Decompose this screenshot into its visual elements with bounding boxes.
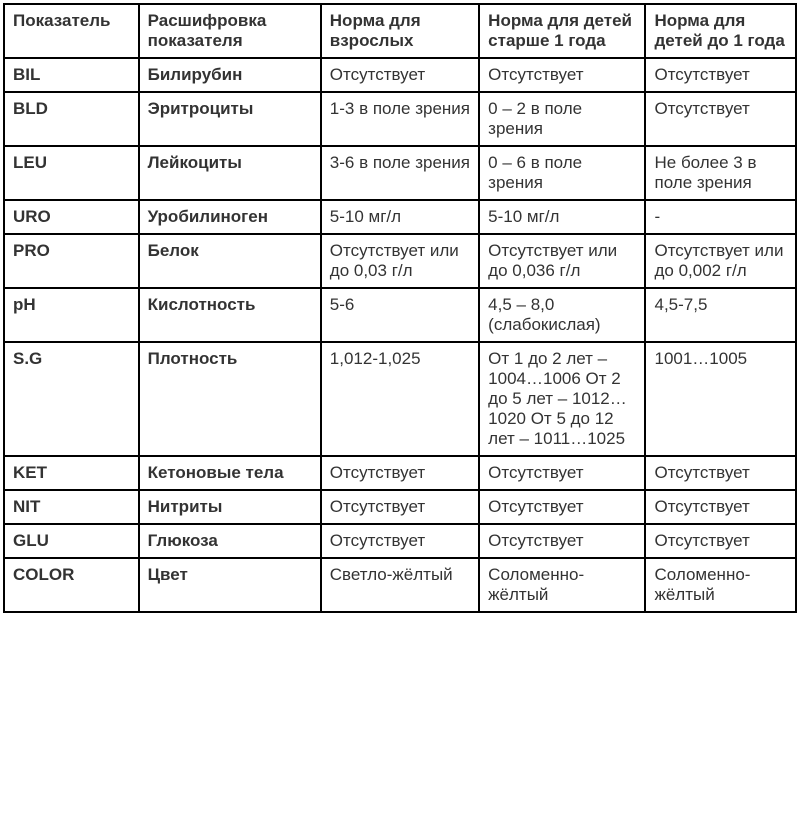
cell-indicator-code: pH: [4, 288, 139, 342]
norms-table: Показатель Расшифровка показателя Норма …: [3, 3, 797, 613]
cell-indicator-name: Глюкоза: [139, 524, 321, 558]
cell-adult-norm: 5-6: [321, 288, 479, 342]
cell-adult-norm: Светло-жёлтый: [321, 558, 479, 612]
cell-child-over-1-norm: Отсутствует: [479, 490, 645, 524]
cell-child-under-1-norm: Отсутствует: [645, 92, 796, 146]
cell-child-over-1-norm: 4,5 – 8,0 (слабокислая): [479, 288, 645, 342]
cell-indicator-code: NIT: [4, 490, 139, 524]
cell-indicator-code: S.G: [4, 342, 139, 456]
cell-adult-norm: 3-6 в поле зрения: [321, 146, 479, 200]
table-row: LEUЛейкоциты3-6 в поле зрения0 – 6 в пол…: [4, 146, 796, 200]
cell-adult-norm: Отсутствует: [321, 490, 479, 524]
table-row: BILБилирубинОтсутствуетОтсутствуетОтсутс…: [4, 58, 796, 92]
cell-indicator-code: COLOR: [4, 558, 139, 612]
cell-child-over-1-norm: 0 – 6 в поле зрения: [479, 146, 645, 200]
cell-indicator-name: Кислотность: [139, 288, 321, 342]
cell-child-under-1-norm: Отсутствует: [645, 490, 796, 524]
cell-indicator-name: Эритроциты: [139, 92, 321, 146]
table-row: BLDЭритроциты1-3 в поле зрения0 – 2 в по…: [4, 92, 796, 146]
cell-child-over-1-norm: Отсутствует: [479, 456, 645, 490]
table-row: NITНитритыОтсутствуетОтсутствуетОтсутств…: [4, 490, 796, 524]
cell-adult-norm: 5-10 мг/л: [321, 200, 479, 234]
cell-indicator-name: Белок: [139, 234, 321, 288]
table-header: Показатель Расшифровка показателя Норма …: [4, 4, 796, 58]
cell-indicator-code: BIL: [4, 58, 139, 92]
cell-indicator-code: URO: [4, 200, 139, 234]
cell-child-under-1-norm: Соломенно-жёлтый: [645, 558, 796, 612]
table-row: COLORЦветСветло-жёлтыйСоломенно-жёлтыйСо…: [4, 558, 796, 612]
cell-child-under-1-norm: Отсутствует: [645, 524, 796, 558]
cell-adult-norm: Отсутствует: [321, 456, 479, 490]
cell-child-over-1-norm: 5-10 мг/л: [479, 200, 645, 234]
table-row: GLUГлюкозаОтсутствуетОтсутствуетОтсутств…: [4, 524, 796, 558]
cell-child-over-1-norm: От 1 до 2 лет – 1004…1006 От 2 до 5 лет …: [479, 342, 645, 456]
cell-indicator-name: Билирубин: [139, 58, 321, 92]
table-row: PROБелокОтсутствует или до 0,03 г/лОтсут…: [4, 234, 796, 288]
cell-indicator-name: Кетоновые тела: [139, 456, 321, 490]
cell-child-under-1-norm: -: [645, 200, 796, 234]
cell-indicator-name: Цвет: [139, 558, 321, 612]
cell-indicator-code: BLD: [4, 92, 139, 146]
cell-indicator-code: GLU: [4, 524, 139, 558]
cell-child-over-1-norm: Отсутствует: [479, 524, 645, 558]
cell-child-under-1-norm: Не более 3 в поле зрения: [645, 146, 796, 200]
cell-adult-norm: Отсутствует: [321, 58, 479, 92]
table-row: S.GПлотность1,012-1,025От 1 до 2 лет – 1…: [4, 342, 796, 456]
col-header-child-over-1: Норма для детей старше 1 года: [479, 4, 645, 58]
table-body: BILБилирубинОтсутствуетОтсутствуетОтсутс…: [4, 58, 796, 612]
cell-indicator-name: Уробилиноген: [139, 200, 321, 234]
cell-adult-norm: Отсутствует или до 0,03 г/л: [321, 234, 479, 288]
cell-child-under-1-norm: 1001…1005: [645, 342, 796, 456]
col-header-decoding: Расшифровка показателя: [139, 4, 321, 58]
cell-indicator-code: PRO: [4, 234, 139, 288]
cell-child-under-1-norm: Отсутствует: [645, 58, 796, 92]
cell-child-over-1-norm: Соломенно-жёлтый: [479, 558, 645, 612]
table-row: UROУробилиноген5-10 мг/л5-10 мг/л-: [4, 200, 796, 234]
cell-indicator-name: Плотность: [139, 342, 321, 456]
cell-child-under-1-norm: Отсутствует или до 0,002 г/л: [645, 234, 796, 288]
cell-child-over-1-norm: Отсутствует или до 0,036 г/л: [479, 234, 645, 288]
cell-child-over-1-norm: Отсутствует: [479, 58, 645, 92]
cell-indicator-code: KET: [4, 456, 139, 490]
cell-indicator-code: LEU: [4, 146, 139, 200]
cell-indicator-name: Нитриты: [139, 490, 321, 524]
table-row: pHКислотность5-64,5 – 8,0 (слабокислая)4…: [4, 288, 796, 342]
cell-adult-norm: 1-3 в поле зрения: [321, 92, 479, 146]
col-header-child-under-1: Норма для детей до 1 года: [645, 4, 796, 58]
cell-child-under-1-norm: 4,5-7,5: [645, 288, 796, 342]
cell-child-under-1-norm: Отсутствует: [645, 456, 796, 490]
cell-child-over-1-norm: 0 – 2 в поле зрения: [479, 92, 645, 146]
col-header-indicator: Показатель: [4, 4, 139, 58]
table-row: KETКетоновые телаОтсутствуетОтсутствуетО…: [4, 456, 796, 490]
col-header-adult-norm: Норма для взрослых: [321, 4, 479, 58]
cell-indicator-name: Лейкоциты: [139, 146, 321, 200]
cell-adult-norm: 1,012-1,025: [321, 342, 479, 456]
cell-adult-norm: Отсутствует: [321, 524, 479, 558]
